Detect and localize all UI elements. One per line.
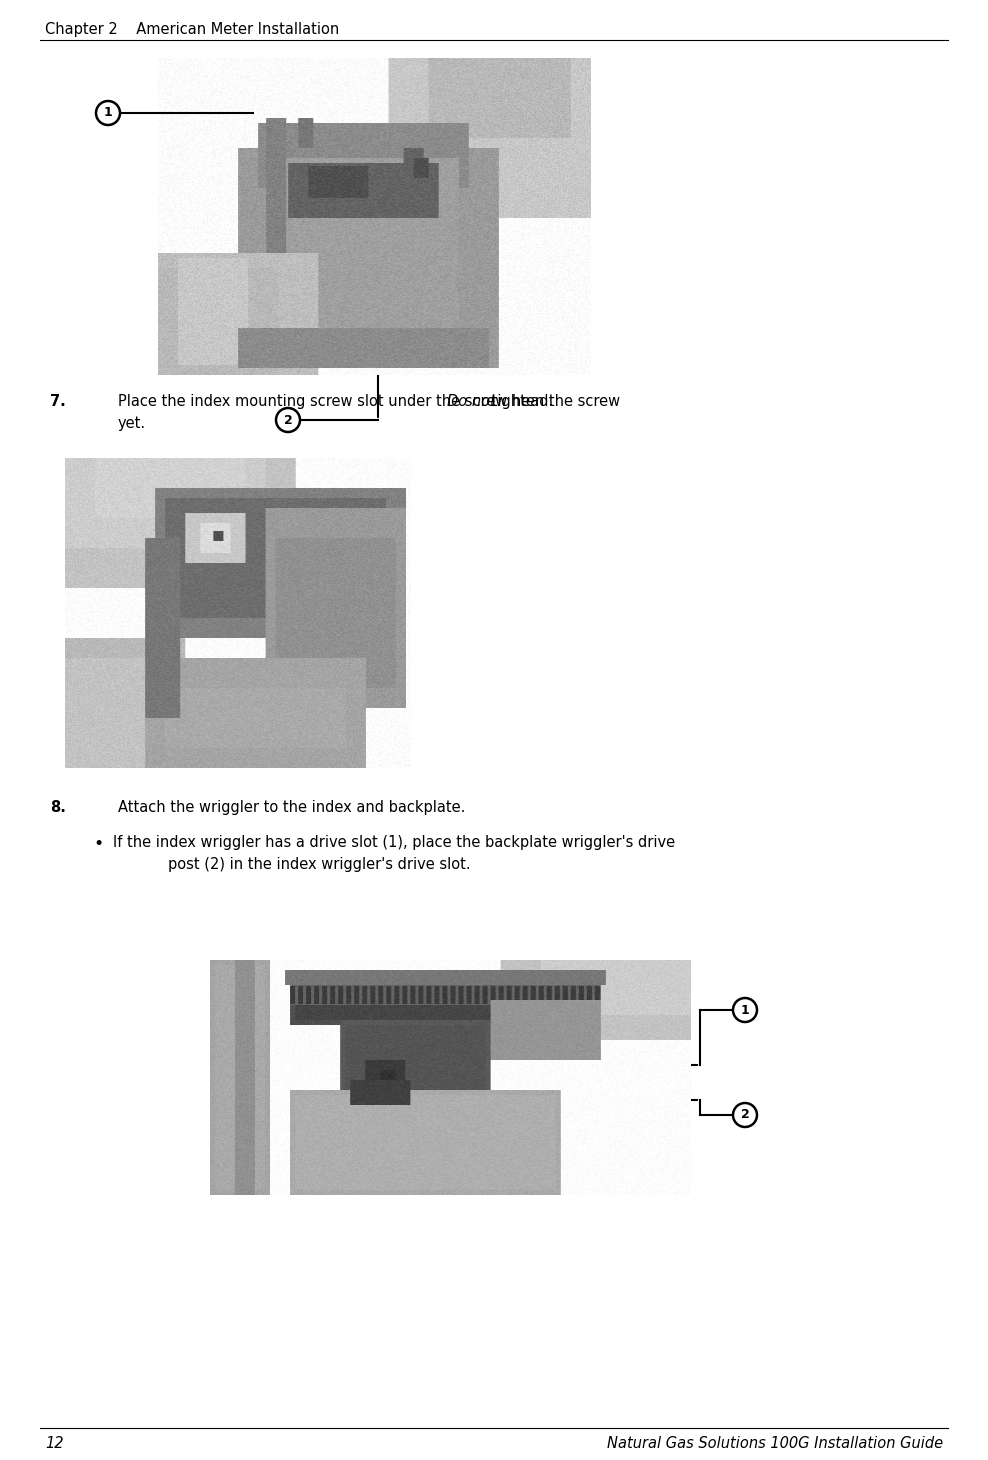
Circle shape (276, 407, 300, 432)
Text: If the index wriggler has a drive slot (1), place the backplate wriggler's drive: If the index wriggler has a drive slot (… (113, 835, 675, 850)
Circle shape (96, 101, 120, 126)
Text: yet.: yet. (118, 416, 146, 431)
Circle shape (733, 1102, 757, 1127)
Text: Place the index mounting screw slot under the screw head.: Place the index mounting screw slot unde… (118, 394, 558, 409)
Text: Chapter 2    American Meter Installation: Chapter 2 American Meter Installation (45, 22, 339, 36)
Text: 1: 1 (104, 107, 113, 120)
Circle shape (733, 999, 757, 1022)
Text: 8.: 8. (50, 800, 66, 815)
Text: Attach the wriggler to the index and backplate.: Attach the wriggler to the index and bac… (118, 800, 465, 815)
Text: 2: 2 (284, 413, 292, 426)
Text: 12: 12 (45, 1437, 63, 1451)
Text: Do not: Do not (447, 394, 496, 409)
Text: 7.: 7. (50, 394, 66, 409)
Text: 2: 2 (741, 1108, 749, 1121)
Text: 1: 1 (741, 1003, 749, 1016)
Text: post (2) in the index wriggler's drive slot.: post (2) in the index wriggler's drive s… (168, 857, 470, 872)
Text: Natural Gas Solutions 100G Installation Guide: Natural Gas Solutions 100G Installation … (607, 1437, 943, 1451)
Text: •: • (93, 835, 104, 853)
Text: tighten the screw: tighten the screw (487, 394, 620, 409)
